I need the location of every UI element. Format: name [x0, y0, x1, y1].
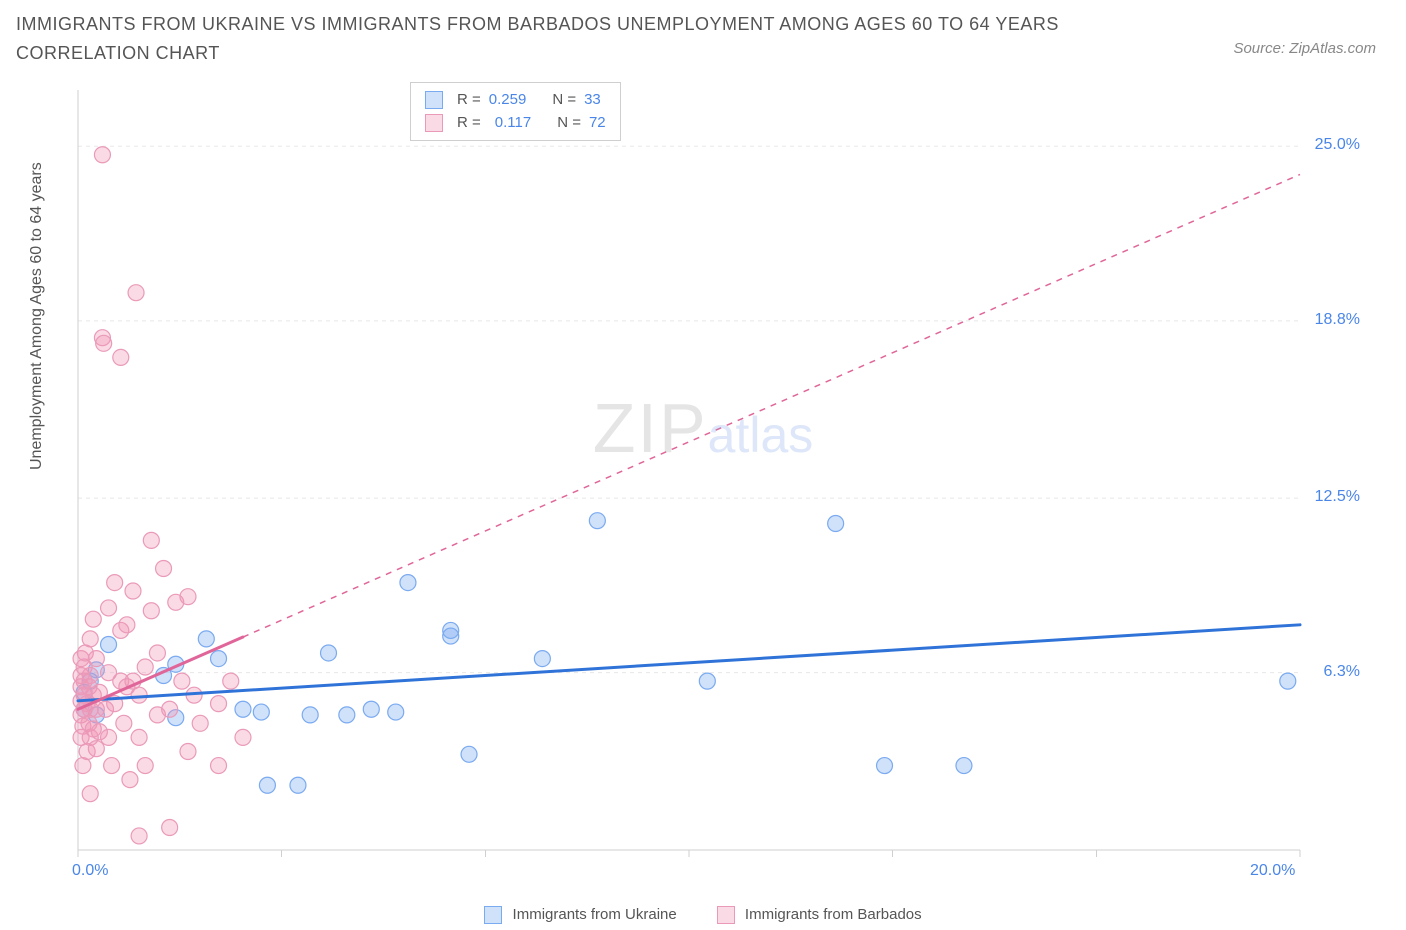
- legend-r-label: R =: [457, 89, 481, 112]
- y-tick-label: 18.8%: [1315, 311, 1360, 329]
- y-tick-label: 12.5%: [1315, 488, 1360, 506]
- y-axis-label: Unemployment Among Ages 60 to 64 years: [28, 162, 46, 470]
- x-tick-label: 0.0%: [72, 862, 108, 880]
- legend-r-label: R =: [457, 112, 481, 135]
- legend-n-label: N =: [552, 89, 576, 112]
- legend-label-ukraine: Immigrants from Ukraine: [513, 906, 677, 923]
- legend-n-value-ukraine: 33: [584, 89, 601, 112]
- source-attribution: Source: ZipAtlas.com: [1233, 40, 1376, 57]
- y-tick-label: 6.3%: [1324, 663, 1360, 681]
- legend-r-value-barbados: 0.117: [489, 112, 531, 135]
- legend-row-barbados: R = 0.117 N = 72: [425, 112, 606, 135]
- series-legend: Immigrants from Ukraine Immigrants from …: [0, 906, 1406, 924]
- y-tick-label: 25.0%: [1315, 136, 1360, 154]
- legend-item-ukraine: Immigrants from Ukraine: [484, 906, 676, 924]
- legend-item-barbados: Immigrants from Barbados: [717, 906, 922, 924]
- correlation-legend: R = 0.259 N = 33 R = 0.117 N = 72: [410, 82, 621, 141]
- legend-r-value-ukraine: 0.259: [489, 89, 527, 112]
- plot-area: 6.3% 12.5% 18.8% 25.0% 0.0% 20.0%: [70, 80, 1380, 890]
- legend-swatch-barbados: [425, 114, 443, 132]
- x-tick-label: 20.0%: [1250, 862, 1295, 880]
- legend-label-barbados: Immigrants from Barbados: [745, 906, 922, 923]
- chart-title: IMMIGRANTS FROM UKRAINE VS IMMIGRANTS FR…: [16, 10, 1116, 68]
- legend-swatch-barbados-bottom: [717, 906, 735, 924]
- legend-swatch-ukraine: [425, 91, 443, 109]
- legend-swatch-ukraine-bottom: [484, 906, 502, 924]
- scatter-chart-svg: [70, 80, 1380, 890]
- legend-n-value-barbados: 72: [589, 112, 606, 135]
- legend-row-ukraine: R = 0.259 N = 33: [425, 89, 606, 112]
- legend-n-label: N =: [557, 112, 581, 135]
